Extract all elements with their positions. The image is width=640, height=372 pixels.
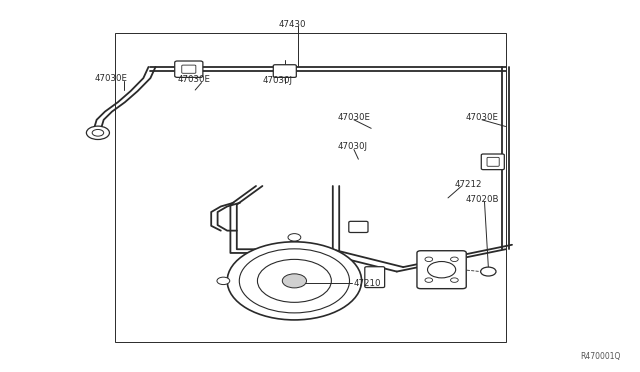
Text: 47030E: 47030E	[466, 113, 499, 122]
Text: 47430: 47430	[278, 20, 306, 29]
Circle shape	[282, 274, 307, 288]
FancyBboxPatch shape	[481, 154, 504, 170]
Text: 47030J: 47030J	[338, 142, 368, 151]
FancyBboxPatch shape	[273, 65, 296, 77]
Text: 47210: 47210	[354, 279, 381, 288]
Circle shape	[451, 257, 458, 262]
Circle shape	[481, 267, 496, 276]
Circle shape	[451, 278, 458, 282]
Bar	[115, 33, 506, 342]
Circle shape	[92, 129, 104, 136]
Text: 47030J: 47030J	[262, 76, 292, 85]
FancyBboxPatch shape	[182, 65, 196, 73]
FancyBboxPatch shape	[365, 267, 385, 288]
FancyBboxPatch shape	[349, 221, 368, 232]
Text: 47030E: 47030E	[338, 113, 371, 122]
FancyBboxPatch shape	[487, 157, 499, 166]
Circle shape	[217, 277, 230, 285]
Circle shape	[86, 126, 109, 140]
Circle shape	[257, 259, 332, 302]
Circle shape	[288, 234, 301, 241]
Circle shape	[425, 257, 433, 262]
Text: 47020B: 47020B	[466, 195, 499, 204]
Text: 47030E: 47030E	[95, 74, 128, 83]
Circle shape	[227, 242, 362, 320]
Circle shape	[239, 249, 349, 313]
FancyBboxPatch shape	[175, 61, 203, 77]
Circle shape	[425, 278, 433, 282]
Text: R470001Q: R470001Q	[580, 352, 621, 361]
Circle shape	[428, 262, 456, 278]
Text: 47030E: 47030E	[178, 76, 211, 84]
FancyBboxPatch shape	[417, 251, 466, 289]
Text: 47212: 47212	[454, 180, 482, 189]
